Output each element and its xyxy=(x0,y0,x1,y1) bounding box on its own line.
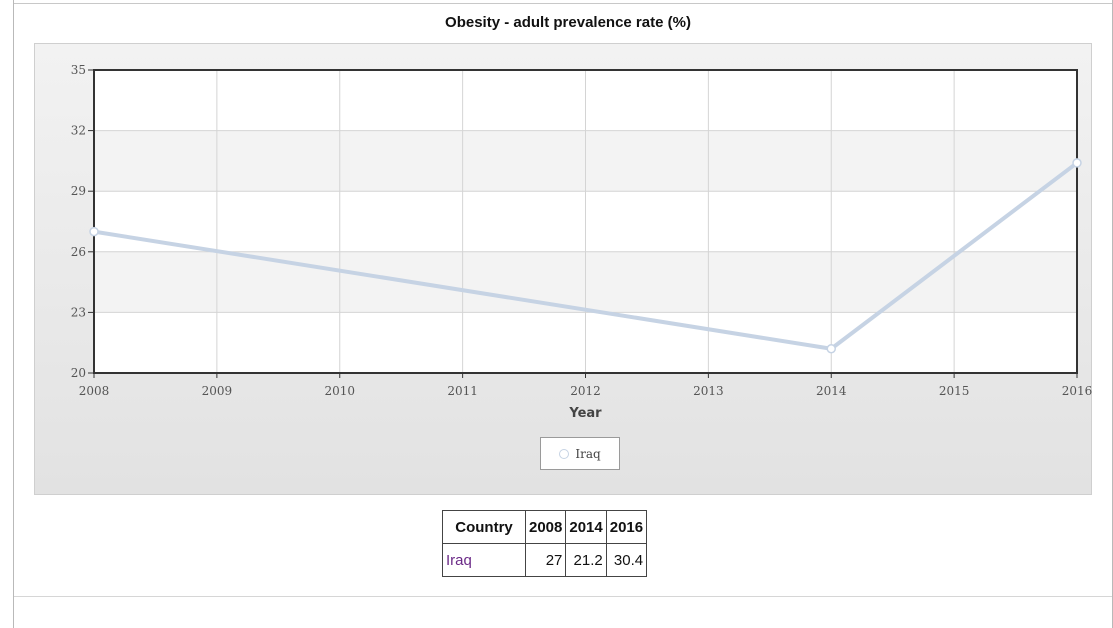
legend-label-iraq: Iraq xyxy=(575,447,600,461)
legend-marker-icon xyxy=(559,449,569,459)
table-row: Iraq 27 21.2 30.4 xyxy=(443,544,647,577)
x-tick-label: 2014 xyxy=(816,384,847,398)
data-point xyxy=(827,345,835,353)
table-header-2014: 2014 xyxy=(566,511,606,544)
chart-legend[interactable]: Iraq xyxy=(540,437,620,470)
table-cell-2014: 21.2 xyxy=(566,544,606,577)
table-header-2008: 2008 xyxy=(526,511,566,544)
x-tick-label: 2010 xyxy=(324,384,355,398)
table-cell-2008: 27 xyxy=(526,544,566,577)
table-header-2016: 2016 xyxy=(606,511,646,544)
country-link-iraq[interactable]: Iraq xyxy=(443,544,526,577)
table-header-country: Country xyxy=(443,511,526,544)
data-point xyxy=(90,228,98,236)
y-tick-label: 29 xyxy=(71,184,86,198)
y-tick-label: 35 xyxy=(71,63,86,77)
x-axis-label: Year xyxy=(568,406,602,421)
table-cell-2016: 30.4 xyxy=(606,544,646,577)
x-tick-label: 2015 xyxy=(939,384,970,398)
x-tick-label: 2008 xyxy=(79,384,110,398)
x-tick-label: 2009 xyxy=(202,384,233,398)
table-header-row: Country 2008 2014 2016 xyxy=(443,511,647,544)
y-tick-label: 26 xyxy=(71,245,86,259)
x-tick-label: 2013 xyxy=(693,384,724,398)
data-table: Country 2008 2014 2016 Iraq 27 21.2 30.4 xyxy=(442,510,647,577)
x-tick-label: 2011 xyxy=(447,384,478,398)
y-tick-label: 23 xyxy=(71,305,86,319)
x-tick-label: 2012 xyxy=(570,384,601,398)
x-tick-label: 2016 xyxy=(1062,384,1093,398)
data-point xyxy=(1073,159,1081,167)
y-tick-label: 32 xyxy=(71,124,86,138)
y-tick-label: 20 xyxy=(71,366,86,380)
